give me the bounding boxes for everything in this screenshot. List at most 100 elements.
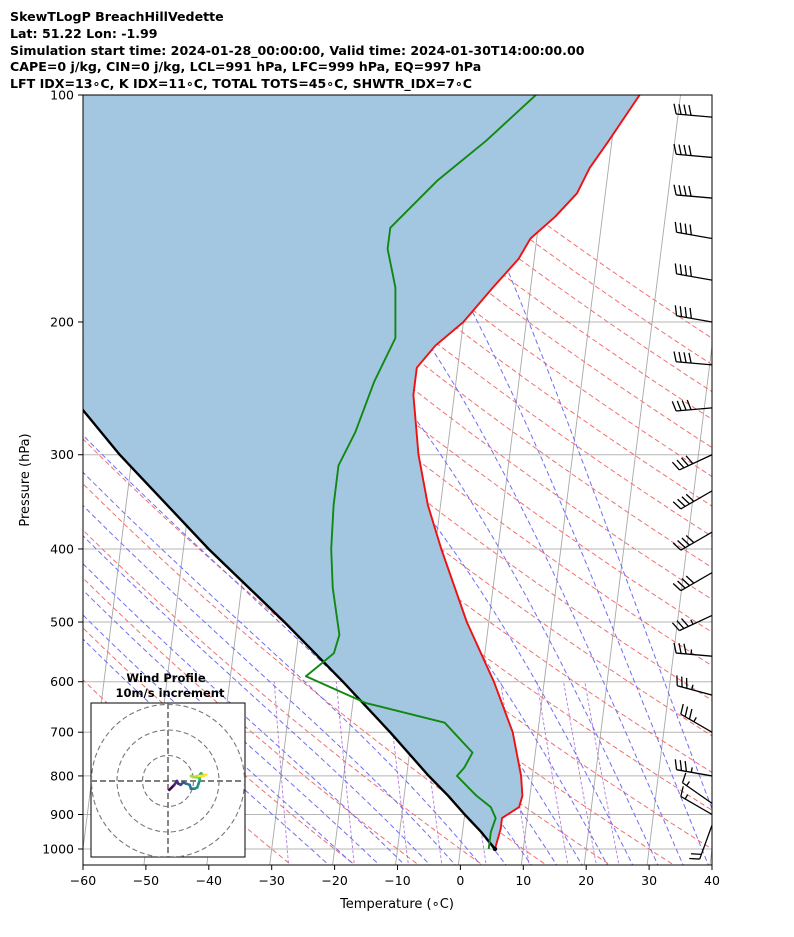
wind-barb-staff (677, 685, 712, 696)
wind-barb-flag (681, 772, 687, 783)
wind-barb-flag (688, 104, 692, 116)
wind-barb-staff (682, 782, 712, 804)
wind-barb-flag (679, 222, 683, 234)
wind-barb-flag (671, 622, 680, 632)
x-tick-label: 0 (456, 873, 464, 888)
wind-barb-flag (729, 871, 734, 880)
wind-barb-flag (684, 265, 688, 276)
wind-barb-flag (681, 578, 690, 587)
y-tick-label: 200 (50, 314, 74, 329)
wind-barb-flag (685, 535, 695, 544)
wind-barb-flag (681, 496, 690, 505)
wind-barb-flag (688, 145, 692, 156)
moist-adiabat (83, 150, 634, 865)
moist-adiabat (83, 504, 456, 865)
wind-barb-staff (711, 849, 712, 850)
wind-barb-staff (711, 835, 712, 837)
isotherm (709, 845, 712, 865)
wind-barb-half-flag (690, 767, 693, 773)
stability-indices-1: CAPE=0 j/kg, CIN=0 j/kg, LCL=991 hPa, LF… (10, 59, 482, 75)
wind-barb-flag (685, 575, 695, 584)
wind-barb-flag (688, 708, 693, 720)
wind-barb-staff (676, 652, 712, 657)
mixing-ratio-line (273, 681, 290, 865)
wind-barb-flag (676, 459, 685, 469)
isotherm (583, 95, 681, 865)
wind-barb-flag (673, 184, 677, 196)
wind-barb-staff (676, 231, 712, 240)
y-tick-label: 900 (50, 807, 74, 822)
y-tick-label: 600 (50, 674, 74, 689)
x-tick-label: 20 (578, 873, 594, 888)
wind-barb-half-flag (693, 717, 697, 723)
wind-barb (674, 759, 712, 777)
x-tick-label: 30 (641, 873, 657, 888)
wind-barb-half-flag (691, 684, 694, 690)
wind-barb (671, 399, 712, 412)
wind-barb-flag (673, 103, 677, 115)
dewpoint-line (304, 95, 537, 850)
moist-adiabat (83, 589, 381, 865)
moist-adiabat (427, 95, 712, 811)
wind-barb-staff (699, 825, 712, 860)
wind-barb-flag (672, 542, 682, 551)
mixing-ratio-line (563, 681, 597, 865)
mixing-ratio-line (584, 681, 620, 865)
dry-adiabat (83, 577, 420, 865)
y-tick-label: 800 (50, 768, 74, 783)
moist-adiabat (220, 95, 684, 865)
x-axis-label: Temperature (∘C) (339, 897, 454, 912)
x-tick-label: −30 (259, 873, 285, 888)
wind-barb (672, 572, 712, 592)
x-tick-label: −50 (133, 873, 159, 888)
moist-adiabat (83, 563, 406, 865)
wind-barb-flag (674, 759, 678, 770)
chart-header: SkewTLogP BreachHillVedette Lat: 51.22 L… (10, 9, 584, 93)
dry-adiabat (84, 95, 712, 601)
dry-adiabat (83, 483, 548, 865)
hodograph-ring (91, 703, 245, 857)
wind-barb-flag (680, 703, 684, 715)
wind-barb-flag (684, 760, 688, 772)
moist-adiabat (115, 95, 659, 865)
dry-adiabat (247, 95, 712, 449)
isotherm (773, 78, 794, 868)
wind-barb (680, 786, 712, 816)
wind-barb-flag (678, 104, 682, 115)
dry-adiabat (83, 627, 356, 865)
wind-barb-staff (680, 572, 712, 592)
wind-barb-flag (688, 185, 692, 197)
wind-barb (711, 835, 712, 837)
wind-barb (689, 825, 712, 860)
wind-barb (673, 351, 712, 366)
stability-indices-2: LFT IDX=13∘C, K IDX=11∘C, TOTAL TOTS=45∘… (10, 76, 472, 92)
isotherm (520, 95, 619, 865)
parcel-profile-line (83, 408, 496, 850)
wind-barb-flag (672, 501, 682, 510)
lat-lon: Lat: 51.22 Lon: -1.99 (10, 25, 158, 41)
wind-barb-staff (680, 795, 712, 816)
hodograph-subtitle: 10m/s increment (116, 686, 225, 700)
wind-barb-flag (681, 618, 689, 627)
wind-barb-flag (677, 498, 686, 507)
x-tick-label: 40 (704, 873, 720, 888)
moist-adiabat (83, 535, 431, 865)
wind-barb (673, 103, 712, 118)
y-tick-label: 300 (50, 447, 74, 462)
wind-barb (681, 772, 712, 804)
wind-barb-flag (681, 537, 690, 546)
wind-barb-staff (680, 531, 712, 551)
wind-barb-staff (676, 407, 712, 412)
x-tick-label: −20 (321, 873, 347, 888)
wind-barb-flag (683, 185, 687, 196)
wind-barb-flag (725, 867, 730, 876)
wind-barb-flag (674, 221, 678, 233)
y-tick-label: 400 (50, 541, 74, 556)
wind-barb-half-flag (684, 794, 689, 800)
plot-area (83, 78, 794, 880)
wind-barb-flag (685, 493, 695, 502)
wind-barb-flag (673, 351, 677, 362)
wind-barb (671, 454, 712, 471)
wind-barb-flag (681, 457, 689, 467)
mixing-ratio-line (386, 681, 409, 865)
